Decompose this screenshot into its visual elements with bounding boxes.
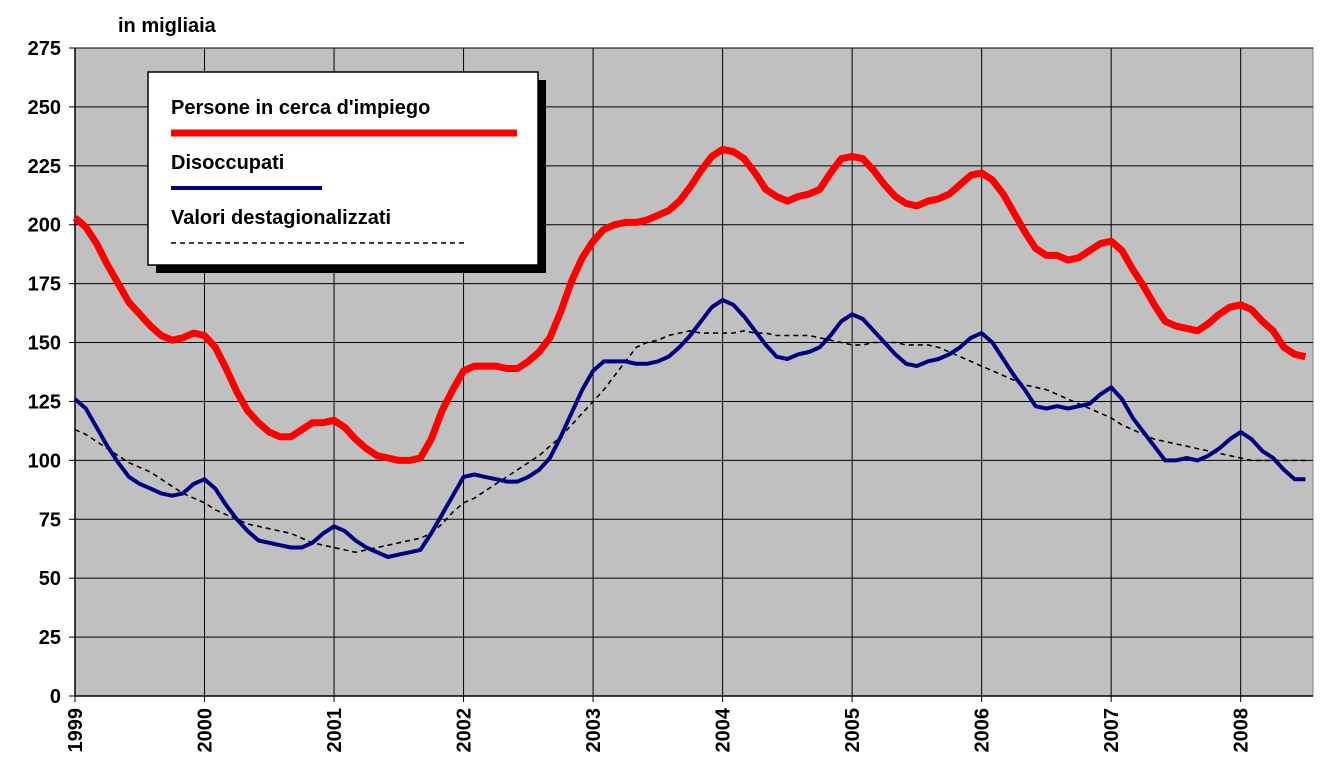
y-tick-label: 250	[28, 97, 61, 119]
series-line	[72, 145, 1307, 464]
y-tick-label: 200	[28, 215, 61, 237]
y-tick-label: 125	[28, 391, 61, 413]
legend-label: Persone in cerca d'impiego	[171, 97, 430, 119]
y-tick-label: 0	[50, 686, 61, 708]
x-tick-label: 2006	[972, 708, 994, 753]
y-tick-label: 75	[39, 509, 61, 531]
x-tick-label: 2005	[842, 708, 864, 753]
y-tick-label: 100	[28, 450, 61, 472]
x-tick-label: 2003	[583, 708, 605, 753]
legend-label: Disoccupati	[171, 152, 284, 174]
x-tick-label: 2000	[195, 708, 217, 753]
x-tick-label: 1999	[65, 708, 87, 753]
legend	[147, 71, 539, 266]
series-line	[74, 330, 1306, 554]
y-tick-label: 25	[39, 627, 61, 649]
y-axis-label: in migliaia	[118, 15, 217, 37]
y-tick-label: 50	[39, 568, 61, 590]
x-tick-label: 2001	[324, 708, 346, 753]
y-tick-label: 175	[28, 274, 61, 296]
y-tick-label: 275	[28, 38, 61, 60]
y-tick-label: 225	[28, 156, 61, 178]
legend-label: Valori destagionalizzati	[171, 207, 391, 229]
series-line	[73, 298, 1306, 559]
y-tick-label: 150	[28, 333, 61, 355]
x-tick-label: 2004	[713, 707, 735, 752]
x-tick-label: 2002	[454, 708, 476, 753]
x-tick-label: 2008	[1231, 708, 1253, 753]
x-tick-label: 2007	[1101, 708, 1123, 753]
